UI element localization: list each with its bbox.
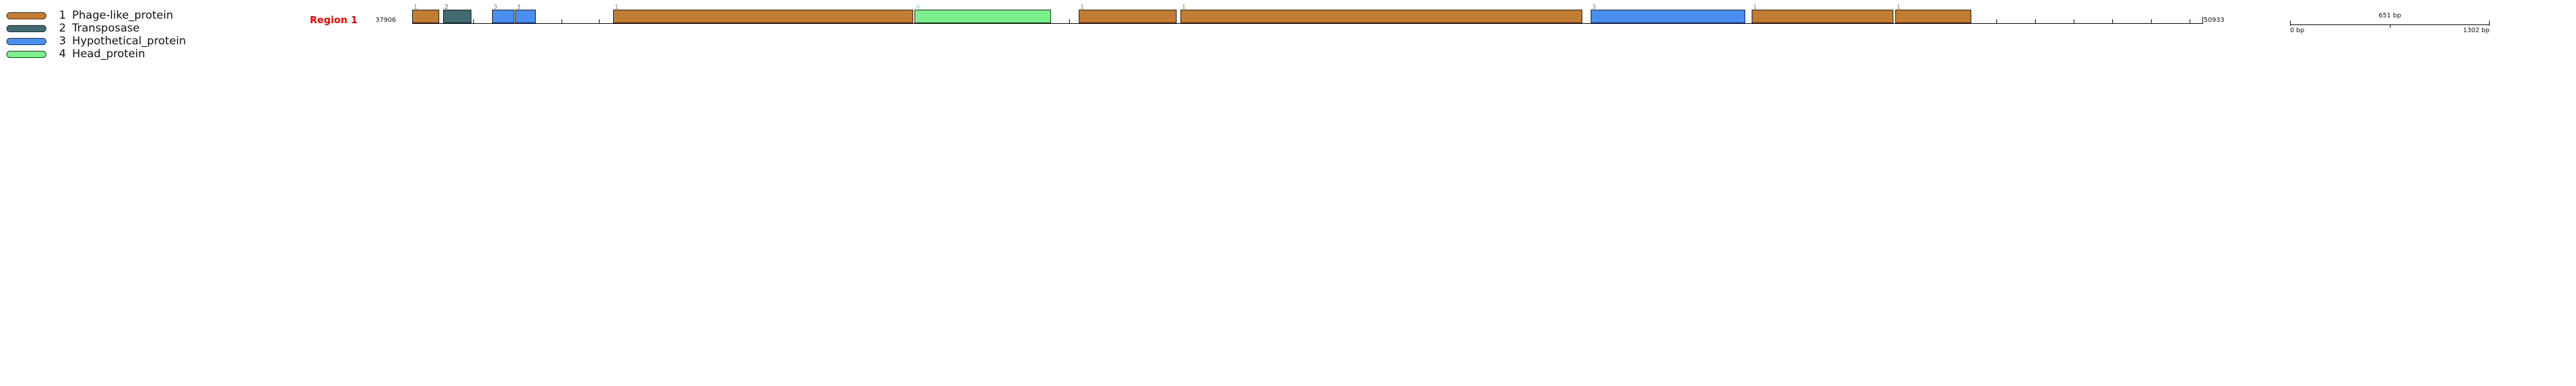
legend-item-label: Head_protein (72, 48, 146, 60)
gene-feature-number: 3 (516, 4, 521, 11)
gene-feature-number: 1 (1182, 4, 1186, 11)
legend: 1 Phage-like_protein 2 Transposase 3 Hypothet… (6, 9, 309, 60)
axis-tick (2151, 19, 2152, 24)
gene-feature[interactable] (1591, 10, 1745, 23)
gene-feature-number: 1 (1897, 4, 1901, 11)
gene-feature-number: 3 (493, 4, 498, 11)
scale-bar-right-label: 1302 bp (2463, 27, 2490, 34)
legend-item-number: 1 (59, 9, 66, 22)
gene-feature-number: 1 (1080, 4, 1084, 11)
scale-bar-mid-tick (2390, 24, 2391, 28)
legend-item-number: 2 (59, 22, 66, 35)
legend-color-swatch (6, 50, 46, 58)
legend-color-swatch (6, 37, 46, 45)
gene-feature[interactable] (914, 10, 1051, 23)
legend-item-number: 4 (59, 48, 66, 60)
gene-track[interactable]: 1 2 3 3 1 4 1 1 3 1 1 (412, 0, 2203, 51)
legend-item-number: 3 (59, 35, 66, 48)
gene-feature-number: 4 (916, 4, 920, 11)
gene-feature[interactable] (1079, 10, 1177, 23)
gene-feature[interactable] (1895, 10, 1971, 23)
gene-feature-number: 3 (1592, 4, 1596, 11)
scale-bar-mid-label: 651 bp (2378, 12, 2401, 19)
coordinate-end-label: 50933 (2204, 17, 2224, 24)
gene-feature[interactable] (443, 10, 471, 23)
legend-item-label: Hypothetical_protein (72, 35, 186, 48)
legend-item-label: Transposase (72, 22, 140, 35)
gene-feature[interactable] (1752, 10, 1893, 23)
legend-color-swatch (6, 24, 46, 32)
axis-tick (473, 19, 474, 24)
legend-item[interactable]: 2 Transposase (6, 22, 309, 35)
coordinate-start-label: 37906 (375, 17, 396, 24)
gene-feature[interactable] (412, 10, 439, 23)
legend-item[interactable]: 1 Phage-like_protein (6, 9, 309, 22)
gene-feature-number: 2 (444, 4, 449, 11)
legend-color-swatch (6, 12, 46, 19)
axis-tick (599, 19, 600, 24)
axis-end-cap (2202, 17, 2203, 24)
gene-feature[interactable] (492, 10, 515, 23)
axis-tick (1069, 19, 1070, 24)
legend-item[interactable]: 3 Hypothetical_protein (6, 35, 309, 48)
gene-feature[interactable] (613, 10, 913, 23)
axis-tick (2112, 19, 2113, 24)
axis-tick (2035, 19, 2036, 24)
region-label: Region 1 (310, 14, 358, 26)
gene-feature-number: 1 (413, 4, 418, 11)
scale-bar-right-cap (2489, 21, 2490, 26)
legend-item-label: Phage-like_protein (72, 9, 173, 22)
scale-bar-left-cap (2290, 21, 2291, 26)
gene-feature[interactable] (1180, 10, 1582, 23)
axis-tick (1996, 19, 1997, 24)
legend-item[interactable]: 4 Head_protein (6, 48, 309, 60)
scale-bar: 651 bp 0 bp 1302 bp (2290, 12, 2490, 37)
gene-feature-number: 1 (1753, 4, 1757, 11)
axis-line (412, 23, 2202, 24)
gene-feature[interactable] (515, 10, 536, 23)
gene-feature-number: 1 (614, 4, 619, 11)
scale-bar-left-label: 0 bp (2290, 27, 2305, 34)
